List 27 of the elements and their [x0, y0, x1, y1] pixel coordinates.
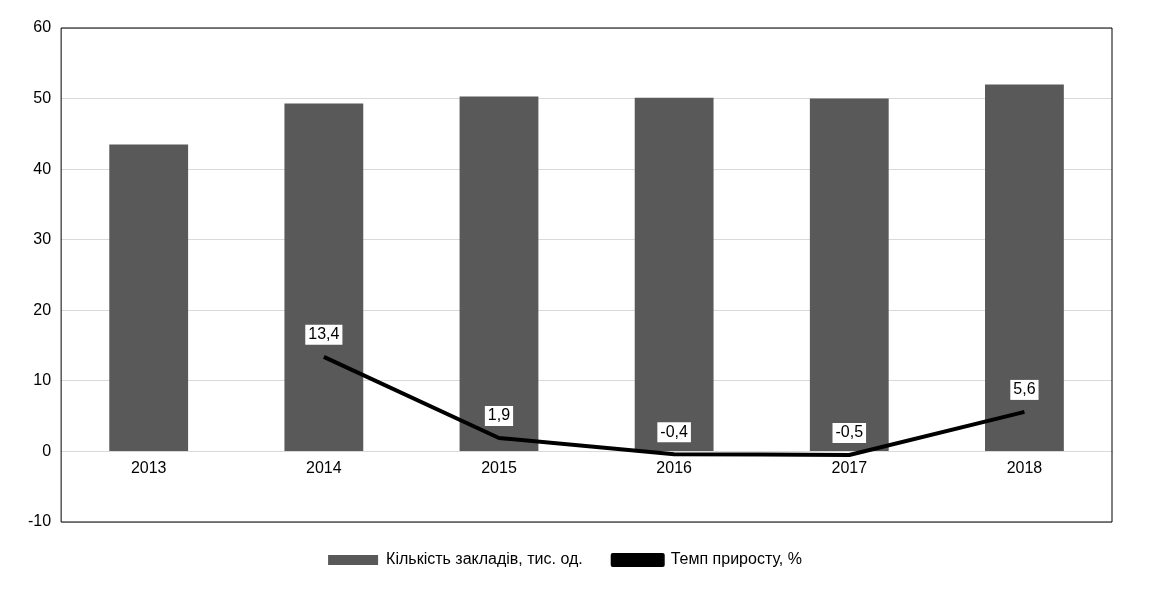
bar: [109, 144, 189, 451]
x-tick-label: 2014: [306, 459, 342, 477]
x-tick-label: 2013: [130, 459, 167, 477]
y-tick-label: 40: [33, 159, 52, 177]
x-tick-label: 2017: [831, 459, 868, 477]
x-tick-label: 2018: [1006, 459, 1043, 477]
x-tick-label: 2016: [656, 459, 693, 477]
data-label: -0,5: [835, 423, 864, 441]
y-tick-label: 50: [33, 88, 52, 106]
y-tick-label: 20: [33, 300, 52, 318]
data-label: 5,6: [1013, 380, 1036, 398]
y-tick-label: 60: [33, 18, 52, 36]
bar: [459, 96, 539, 451]
data-label: 1,9: [487, 406, 511, 424]
y-tick-label: 0: [42, 441, 52, 459]
legend-label: Темп приросту, %: [670, 550, 802, 568]
y-tick-label: 10: [33, 371, 52, 389]
y-tick-label: -10: [28, 512, 52, 530]
bar: [634, 97, 714, 451]
bar: [985, 84, 1064, 451]
bar: [284, 103, 364, 451]
data-label: -0,4: [660, 422, 689, 440]
bar: [809, 98, 889, 451]
x-tick-label: 2015: [481, 459, 517, 477]
data-label: 13,4: [308, 325, 340, 343]
y-tick-label: 30: [33, 230, 52, 248]
legend-label: Кількість закладів, тис. од.: [386, 550, 583, 568]
